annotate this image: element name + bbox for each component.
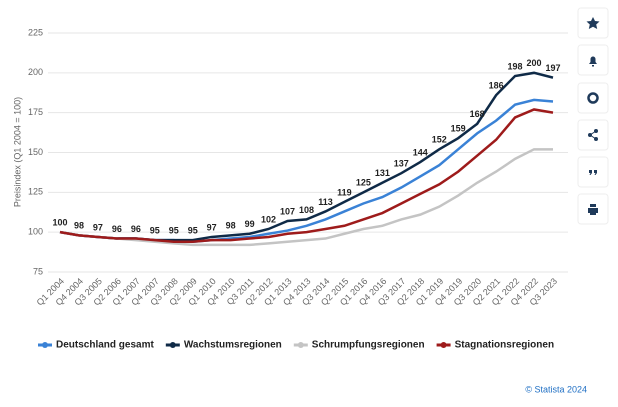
y-tick-label: 100 (28, 227, 43, 237)
data-label: 186 (489, 81, 504, 91)
series-line (59, 108, 554, 243)
series-line (59, 71, 554, 242)
data-label: 107 (280, 206, 295, 216)
data-label: 197 (545, 63, 560, 73)
data-label: 95 (150, 226, 160, 236)
bell-icon (589, 56, 597, 67)
y-tick-label: 75 (33, 266, 43, 276)
sidebar (577, 7, 609, 225)
legend-dot (42, 342, 48, 348)
legend-dot (297, 342, 304, 348)
data-label: 168 (470, 109, 485, 119)
data-label: 99 (245, 219, 255, 229)
data-label: 144 (413, 147, 428, 157)
legend-label: Wachstumsregionen (184, 340, 282, 351)
share-button[interactable] (577, 119, 609, 151)
data-label: 95 (169, 226, 179, 236)
series-line (59, 148, 553, 247)
y-tick-label: 225 (28, 27, 43, 37)
data-label: 95 (188, 226, 198, 236)
data-label: 97 (207, 222, 217, 232)
data-label: 100 (52, 218, 67, 228)
data-label: 198 (508, 61, 523, 71)
data-label: 125 (356, 178, 371, 188)
print-icon (588, 204, 598, 215)
data-label: 113 (318, 197, 333, 207)
legend-label: Deutschland gesamt (56, 340, 154, 351)
gear-icon (587, 92, 599, 104)
data-label: 97 (93, 222, 103, 232)
data-label: 98 (226, 221, 236, 231)
star-icon (586, 17, 600, 29)
data-label: 98 (74, 221, 84, 231)
data-label: 200 (527, 58, 542, 68)
source: © Statista 2024 (525, 384, 587, 394)
data-label: 137 (394, 159, 409, 169)
data-label: 119 (337, 187, 352, 197)
cite-button[interactable] (577, 156, 609, 188)
y-tick-label: 150 (28, 147, 43, 157)
data-label: 159 (451, 124, 466, 134)
settings-button[interactable] (577, 82, 609, 114)
data-label: 96 (131, 224, 141, 234)
legend-label: Stagnationsregionen (455, 340, 554, 351)
legend-label: Schrumpfungsregionen (312, 340, 425, 351)
data-label: 131 (375, 168, 390, 178)
data-label: 152 (432, 135, 447, 145)
data-label: 108 (299, 205, 314, 215)
y-tick-label: 125 (28, 187, 43, 197)
y-tick-label: 175 (28, 107, 43, 117)
y-axis-label: Preisindex (Q1 2004 = 100) (12, 97, 22, 207)
data-label: 96 (112, 224, 122, 234)
share-icon (588, 129, 598, 141)
legend-dot (169, 342, 176, 348)
quote-icon (589, 170, 597, 175)
data-label: 102 (261, 214, 276, 224)
legend-dot (440, 342, 447, 348)
y-tick-label: 200 (28, 67, 43, 77)
